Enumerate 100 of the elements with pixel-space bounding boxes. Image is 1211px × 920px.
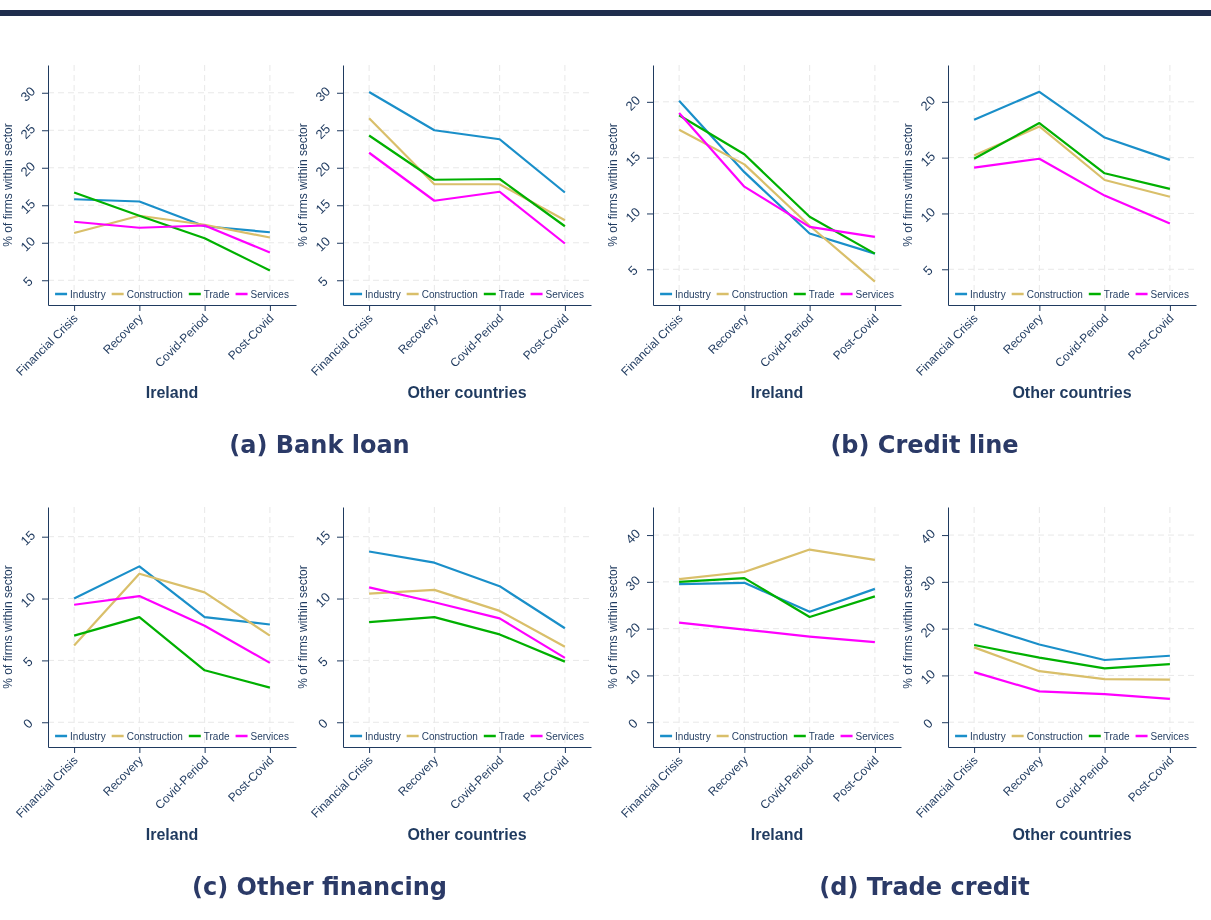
y-tick-label: 15 — [917, 148, 939, 170]
legend-label: Industry — [970, 288, 1006, 300]
y-tick-label: 40 — [622, 525, 644, 547]
legend-label: Trade — [808, 288, 835, 300]
y-tick-label: 30 — [17, 83, 39, 105]
line-series — [73, 220, 271, 254]
y-tick-label: 10 — [17, 233, 39, 255]
legend-label: Industry — [70, 288, 106, 300]
legend-label: Trade — [203, 730, 230, 742]
y-tick-label: 15 — [312, 196, 334, 217]
line-series — [678, 581, 876, 613]
line-series — [368, 151, 566, 245]
y-tick-label: 10 — [917, 204, 939, 226]
y-tick-label: 5 — [19, 653, 36, 670]
legend-label: Services — [545, 288, 584, 300]
line-series — [973, 646, 1171, 681]
legend-label: Trade — [1103, 730, 1130, 742]
legend-label: Industry — [365, 730, 401, 742]
legend-label: Construction — [421, 288, 478, 300]
x-axis-title: Ireland — [145, 384, 199, 401]
y-tick-label: 15 — [17, 196, 39, 217]
y-tick-label: 20 — [17, 158, 39, 180]
y-tick-label: 10 — [17, 589, 39, 611]
legend-label: Trade — [808, 730, 835, 742]
legend-label: Industry — [675, 288, 711, 300]
y-tick-label: 10 — [622, 204, 644, 226]
y-tick-label: 25 — [312, 121, 334, 142]
text: (c) Other financing — [192, 873, 447, 901]
y-tick-label: 15 — [17, 527, 39, 549]
y-tick-label: 0 — [19, 715, 36, 732]
line-series — [73, 191, 271, 272]
line-series — [678, 621, 876, 644]
y-tick-label: 20 — [917, 619, 939, 641]
y-axis-title: % of firms within sector — [296, 123, 310, 247]
y-axis-title: % of firms within sector — [1, 123, 15, 247]
y-axis-title: % of firms within sector — [901, 565, 915, 689]
y-tick-label: 10 — [622, 666, 644, 688]
legend-label: Construction — [421, 730, 478, 742]
x-axis-title: Ireland — [750, 384, 804, 401]
y-tick-label: 40 — [917, 525, 939, 547]
y-tick-label: 20 — [917, 92, 939, 114]
x-axis-title: Other countries — [407, 384, 527, 401]
y-tick-label: 20 — [622, 92, 644, 114]
legend-label: Trade — [1103, 288, 1130, 300]
y-tick-label: 10 — [312, 233, 334, 255]
x-axis-title: Other countries — [407, 826, 527, 843]
y-tick-label: 30 — [312, 83, 334, 105]
line-series — [973, 157, 1171, 225]
y-tick-label: 30 — [917, 572, 939, 594]
legend-label: Services — [250, 730, 289, 742]
y-tick-label: 0 — [314, 715, 331, 732]
line-series — [678, 128, 876, 283]
text: (b) Credit line — [830, 431, 1019, 459]
line-series — [973, 671, 1171, 700]
legend-label: Construction — [126, 730, 183, 742]
y-axis-title: % of firms within sector — [606, 123, 620, 247]
legend-label: Services — [855, 730, 894, 742]
y-tick-label: 0 — [919, 715, 936, 732]
line-series — [678, 548, 876, 581]
y-tick-label: 15 — [312, 527, 334, 549]
legend-label: Trade — [203, 288, 230, 300]
legend-label: Industry — [970, 730, 1006, 742]
line-series — [368, 90, 566, 194]
y-tick-label: 5 — [19, 273, 36, 290]
x-axis-title: Ireland — [145, 826, 199, 843]
legend-label: Construction — [1026, 730, 1083, 742]
line-series — [368, 134, 566, 228]
legend-label: Industry — [365, 288, 401, 300]
legend-label: Construction — [126, 288, 183, 300]
line-series — [973, 643, 1171, 670]
line-series — [973, 90, 1171, 161]
y-tick-label: 20 — [622, 619, 644, 641]
line-series — [368, 616, 566, 663]
y-tick-label: 5 — [314, 653, 331, 670]
x-axis-title: Other countries — [1012, 826, 1132, 843]
line-series — [368, 586, 566, 660]
text: (d) Trade credit — [819, 873, 1030, 901]
y-tick-label: 5 — [624, 262, 641, 279]
y-tick-label: 5 — [919, 262, 936, 279]
line-series — [73, 198, 271, 234]
legend-label: Trade — [498, 730, 525, 742]
y-tick-label: 15 — [622, 148, 644, 170]
legend-label: Construction — [731, 730, 788, 742]
legend-label: Services — [855, 288, 894, 300]
legend-label: Services — [250, 288, 289, 300]
line-series — [368, 550, 566, 630]
y-tick-label: 5 — [314, 273, 331, 290]
line-series — [73, 214, 271, 239]
x-axis-title: Ireland — [750, 826, 804, 843]
line-series — [73, 565, 271, 626]
y-axis-title: % of firms within sector — [901, 123, 915, 247]
line-series — [973, 622, 1171, 662]
line-series — [678, 577, 876, 619]
y-tick-label: 25 — [17, 121, 39, 142]
line-series — [368, 588, 566, 648]
legend-label: Industry — [675, 730, 711, 742]
y-tick-label: 10 — [312, 589, 334, 611]
y-tick-label: 10 — [917, 666, 939, 688]
y-tick-label: 20 — [312, 158, 334, 180]
legend-label: Services — [1150, 730, 1189, 742]
